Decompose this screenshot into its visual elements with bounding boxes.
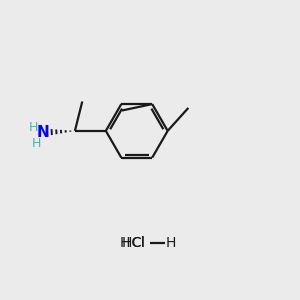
- Text: H: H: [28, 121, 38, 134]
- Text: N: N: [36, 125, 49, 140]
- Text: Cl: Cl: [131, 236, 144, 250]
- Text: H: H: [120, 236, 130, 250]
- Text: H: H: [32, 137, 41, 150]
- Text: HCl: HCl: [122, 236, 146, 250]
- Text: H: H: [166, 236, 176, 250]
